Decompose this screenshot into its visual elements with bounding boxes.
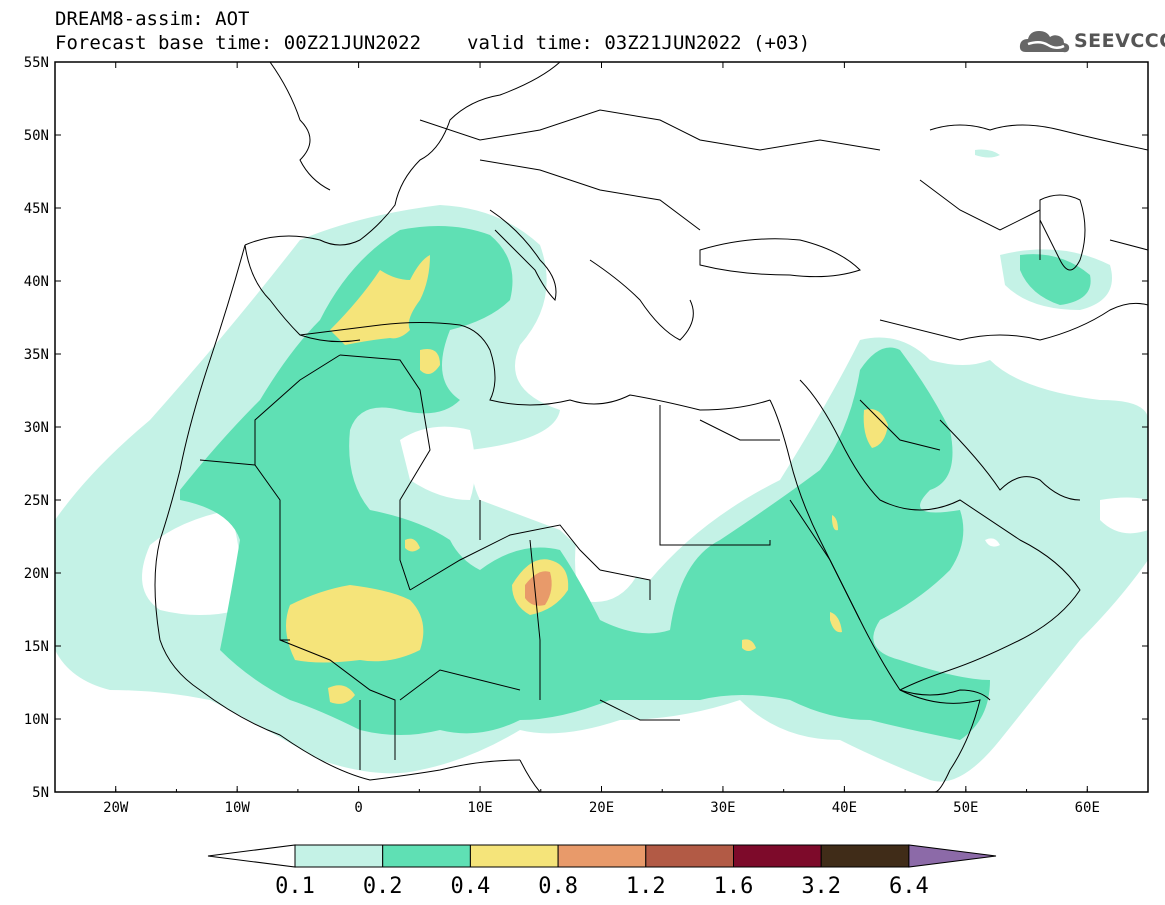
lat-tick-label: 45N [24, 201, 49, 217]
colorbar-segment [733, 844, 822, 868]
lon-tick-label: 30E [710, 800, 735, 816]
colorbar-label: 3.2 [801, 874, 841, 899]
colorbar-label: 0.1 [275, 874, 315, 899]
aot-contours [55, 149, 1148, 782]
lat-tick-label: 40N [24, 274, 49, 290]
longitude-axis: 20W 10W 0 10E 20E 30E 40E 50E 60E [54, 62, 1149, 816]
aot-level-0.8 [525, 571, 552, 606]
colorbar-label: 0.8 [538, 874, 578, 899]
lat-tick-label: 50N [24, 128, 49, 144]
logo-text: SEEVCCC [1074, 30, 1165, 52]
lon-tick-label: 60E [1075, 800, 1100, 816]
lon-tick-label: 40E [832, 800, 857, 816]
latitude-axis: 55N 50N 45N 40N 35N 30N 25N 20N 15N 10N 5N [24, 55, 1148, 801]
colorbar-segment [294, 844, 384, 868]
colorbar-arrow-right [908, 844, 997, 868]
forecast-base-time: Forecast base time: 00Z21JUN2022 [55, 32, 422, 54]
lon-tick-label: 20E [589, 800, 614, 816]
seevccc-logo: SEEVCCC [1018, 26, 1165, 56]
colorbar-label: 6.4 [889, 874, 929, 899]
colorbar-arrow-left [207, 844, 296, 868]
lon-tick-label: 20W [103, 800, 129, 816]
colorbar-label: 1.2 [626, 874, 666, 899]
lat-tick-label: 30N [24, 420, 49, 436]
valid-time: valid time: 03Z21JUN2022 (+03) [467, 32, 811, 54]
lat-tick-label: 35N [24, 347, 49, 363]
colorbar-segment [557, 844, 647, 868]
colorbar-label: 1.6 [714, 874, 754, 899]
lon-tick-label: 10E [467, 800, 492, 816]
colorbar: 0.1 0.2 0.4 0.8 1.2 1.6 3.2 6.4 [207, 844, 997, 899]
lat-tick-label: 25N [24, 493, 49, 509]
colorbar-segment [382, 844, 471, 868]
aot-holes [142, 426, 1148, 615]
colorbar-segment [820, 844, 910, 868]
colorbar-label: 0.2 [363, 874, 403, 899]
map-title: DREAM8-assim: AOT [55, 8, 250, 30]
lat-tick-label: 20N [24, 566, 49, 582]
lon-tick-label: 10W [225, 800, 251, 816]
cloud-logo-icon [1019, 31, 1070, 53]
coastlines [154, 62, 1148, 792]
lat-tick-label: 5N [32, 785, 49, 801]
colorbar-segment [469, 844, 559, 868]
lat-tick-label: 10N [24, 712, 49, 728]
time-info: Forecast base time: 00Z21JUN2022 valid ti… [55, 32, 810, 54]
colorbar-label: 0.4 [451, 874, 491, 899]
colorbar-segment [645, 844, 734, 868]
lon-tick-label: 50E [953, 800, 978, 816]
lat-tick-label: 55N [24, 55, 49, 71]
lon-tick-label: 0 [354, 800, 362, 816]
lat-tick-label: 15N [24, 639, 49, 655]
